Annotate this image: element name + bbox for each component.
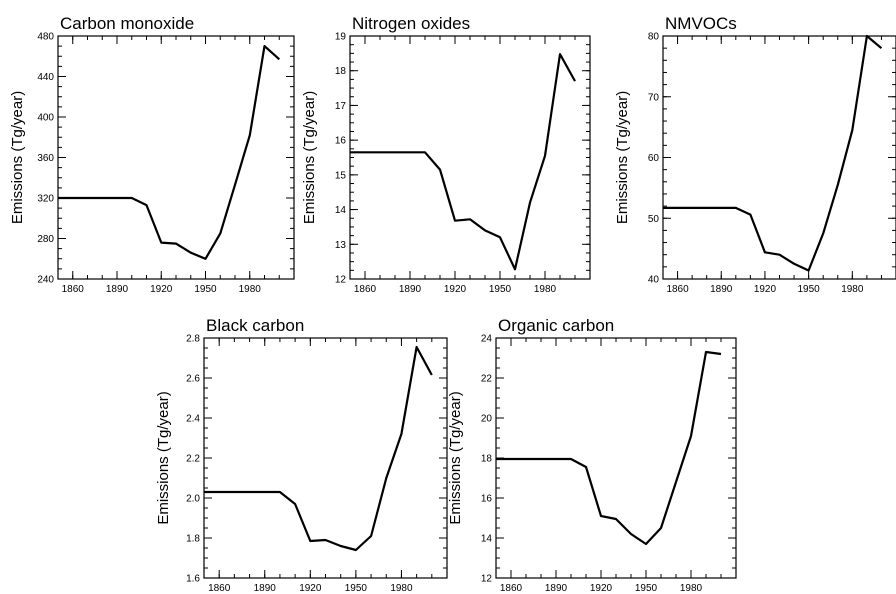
y-tick-label: 2.8: [186, 334, 200, 345]
y-tick-label: 18: [481, 454, 493, 465]
x-tick-label: 1860: [666, 284, 689, 295]
y-tick-label: 20: [481, 414, 493, 425]
y-tick-label: 13: [335, 240, 347, 251]
y-tick-label: 1.8: [186, 534, 200, 545]
x-tick-label: 1980: [534, 284, 557, 295]
y-tick-label: 360: [37, 153, 54, 164]
y-tick-label: 70: [648, 92, 660, 103]
y-tick-label: 22: [481, 374, 493, 385]
x-tick-label: 1860: [354, 284, 377, 295]
panel-1: Carbon monoxide Emissions (Tg/year) 1860 18…: [9, 14, 295, 295]
x-tick-label: 1950: [798, 284, 821, 295]
y-tick-label: 320: [37, 194, 54, 205]
y-axis-label: Emissions (Tg/year): [155, 391, 172, 524]
y-axis-label: Emissions (Tg/year): [447, 391, 464, 524]
y-tick-label: 15: [335, 170, 347, 181]
x-tick-label: 1920: [150, 284, 173, 295]
series-line: [204, 345, 433, 552]
x-tick-label: 1920: [754, 284, 777, 295]
y-tick-label: 60: [648, 153, 660, 164]
chart-title: Carbon monoxide: [60, 14, 194, 33]
y-axis-label: Emissions (Tg/year): [9, 91, 26, 224]
y-tick-label: 24: [481, 334, 493, 345]
y-tick-label: 480: [37, 32, 54, 43]
y-axis-label: Emissions (Tg/year): [614, 91, 631, 224]
x-tick-label: 1920: [444, 284, 467, 295]
x-tick-label: 1980: [239, 284, 262, 295]
y-tick-label: 280: [37, 234, 54, 245]
chart-title: Organic carbon: [498, 316, 614, 335]
x-tick-label: 1920: [590, 583, 613, 594]
y-tick-label: 16: [335, 136, 347, 147]
y-tick-label: 240: [37, 275, 54, 286]
x-tick-label: 1950: [635, 583, 658, 594]
series-line: [350, 52, 576, 271]
series-line: [663, 34, 883, 272]
x-tick-label: 1890: [545, 583, 568, 594]
x-tick-label: 1950: [345, 583, 368, 594]
y-tick-label: 2.2: [186, 454, 200, 465]
y-axis-label: Emissions (Tg/year): [301, 91, 318, 224]
y-tick-label: 12: [335, 275, 347, 286]
y-tick-label: 2.4: [186, 414, 200, 425]
x-tick-label: 1890: [710, 284, 733, 295]
panel-5: Organic carbon Emissions (Tg/year) 1860 189…: [447, 316, 737, 594]
chart-title: Black carbon: [206, 316, 304, 335]
panel-2: Nitrogen oxides Emissions (Tg/year) 1860 18…: [301, 14, 591, 295]
x-tick-label: 1920: [299, 583, 322, 594]
y-tick-label: 14: [335, 205, 347, 216]
x-tick-label: 1890: [106, 284, 129, 295]
chart-title: NMVOCs: [665, 14, 737, 33]
x-tick-label: 1980: [390, 583, 413, 594]
x-tick-label: 1950: [489, 284, 512, 295]
x-tick-label: 1860: [62, 284, 85, 295]
series-line: [58, 44, 281, 260]
y-tick-label: 19: [335, 32, 347, 43]
y-tick-label: 40: [648, 275, 660, 286]
chart-title: Nitrogen oxides: [352, 14, 470, 33]
y-tick-label: 400: [37, 113, 54, 124]
plot-frame: [203, 337, 448, 579]
x-tick-label: 1980: [841, 284, 864, 295]
y-tick-label: 2.0: [186, 494, 200, 505]
x-tick-label: 1890: [254, 583, 277, 594]
y-tick-label: 12: [481, 574, 493, 585]
x-tick-label: 1950: [194, 284, 217, 295]
y-tick-label: 18: [335, 66, 347, 77]
y-tick-label: 80: [648, 32, 660, 43]
y-tick-label: 14: [481, 534, 493, 545]
plot-frame: [349, 35, 591, 280]
y-tick-label: 2.6: [186, 374, 200, 385]
panel-4: Black carbon Emissions (Tg/year) 1860 1890 1…: [155, 316, 448, 594]
series-line: [496, 350, 722, 546]
panel-3: NMVOCs Emissions (Tg/year) 1860 1890 1920 195…: [614, 14, 896, 295]
x-tick-label: 1890: [399, 284, 422, 295]
x-tick-label: 1860: [208, 583, 231, 594]
y-tick-label: 17: [335, 101, 347, 112]
y-tick-label: 440: [37, 72, 54, 83]
y-tick-label: 16: [481, 494, 493, 505]
y-tick-label: 50: [648, 214, 660, 225]
x-tick-label: 1860: [500, 583, 523, 594]
x-tick-label: 1980: [680, 583, 703, 594]
y-tick-label: 1.6: [186, 574, 200, 585]
